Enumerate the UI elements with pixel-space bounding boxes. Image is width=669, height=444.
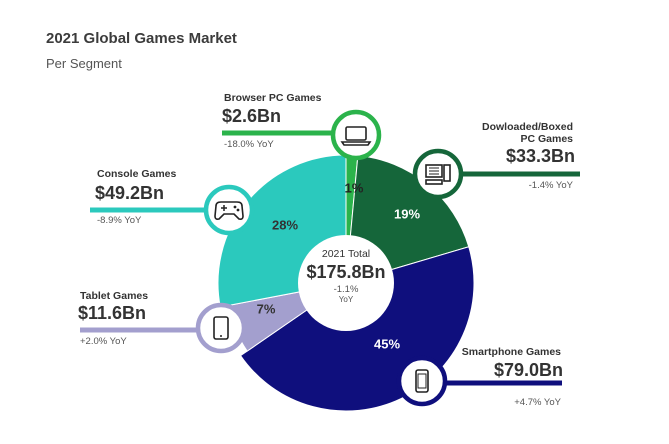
donut-hole — [298, 235, 394, 331]
console-games-yoy: -8.9% YoY — [97, 215, 142, 226]
browser-pc-games-label: Browser PC Games — [224, 92, 322, 104]
console-games-value: $49.2Bn — [95, 183, 165, 203]
pct-label-smartphone: 45% — [373, 336, 401, 352]
pct-label-tablet: 7% — [256, 301, 276, 317]
gamepad-icon — [203, 184, 255, 236]
chart-subtitle: Per Segment — [46, 56, 122, 71]
tablet-icon — [195, 302, 247, 354]
tablet-games-yoy: +2.0% YoY — [80, 336, 127, 347]
downloaded-pc-games-label: Dowloaded/Boxed PC Games — [482, 121, 573, 145]
chart-title: 2021 Global Games Market — [46, 30, 237, 47]
segment-icons — [195, 109, 464, 407]
laptop-icon — [330, 109, 382, 161]
downloaded-pc-games-value: $33.3Bn — [505, 146, 575, 166]
downloaded-pc-games-label-line2: PC Games — [520, 133, 573, 145]
downloaded-pc-games-label-line1: Dowloaded/Boxed — [481, 121, 573, 133]
console-games-label: Console Games — [97, 168, 177, 180]
pct-label-downloaded: 19% — [393, 206, 421, 222]
browser-pc-games-yoy: -18.0% YoY — [224, 139, 274, 150]
smartphone-icon — [396, 355, 448, 407]
tablet-games-label: Tablet Games — [80, 290, 149, 302]
pct-label-console: 28% — [271, 217, 299, 233]
smartphone-games-yoy: +4.7% YoY — [514, 397, 561, 408]
tablet-games-value: $11.6Bn — [78, 303, 147, 323]
downloaded-pc-games-yoy: -1.4% YoY — [528, 180, 573, 191]
pct-label-browser: 1% — [344, 180, 364, 196]
smartphone-games-value: $79.0Bn — [493, 360, 563, 380]
smartphone-games-label: Smartphone Games — [461, 346, 561, 358]
desktop-pc-icon — [412, 148, 464, 200]
browser-pc-games-value: $2.6Bn — [222, 106, 282, 126]
